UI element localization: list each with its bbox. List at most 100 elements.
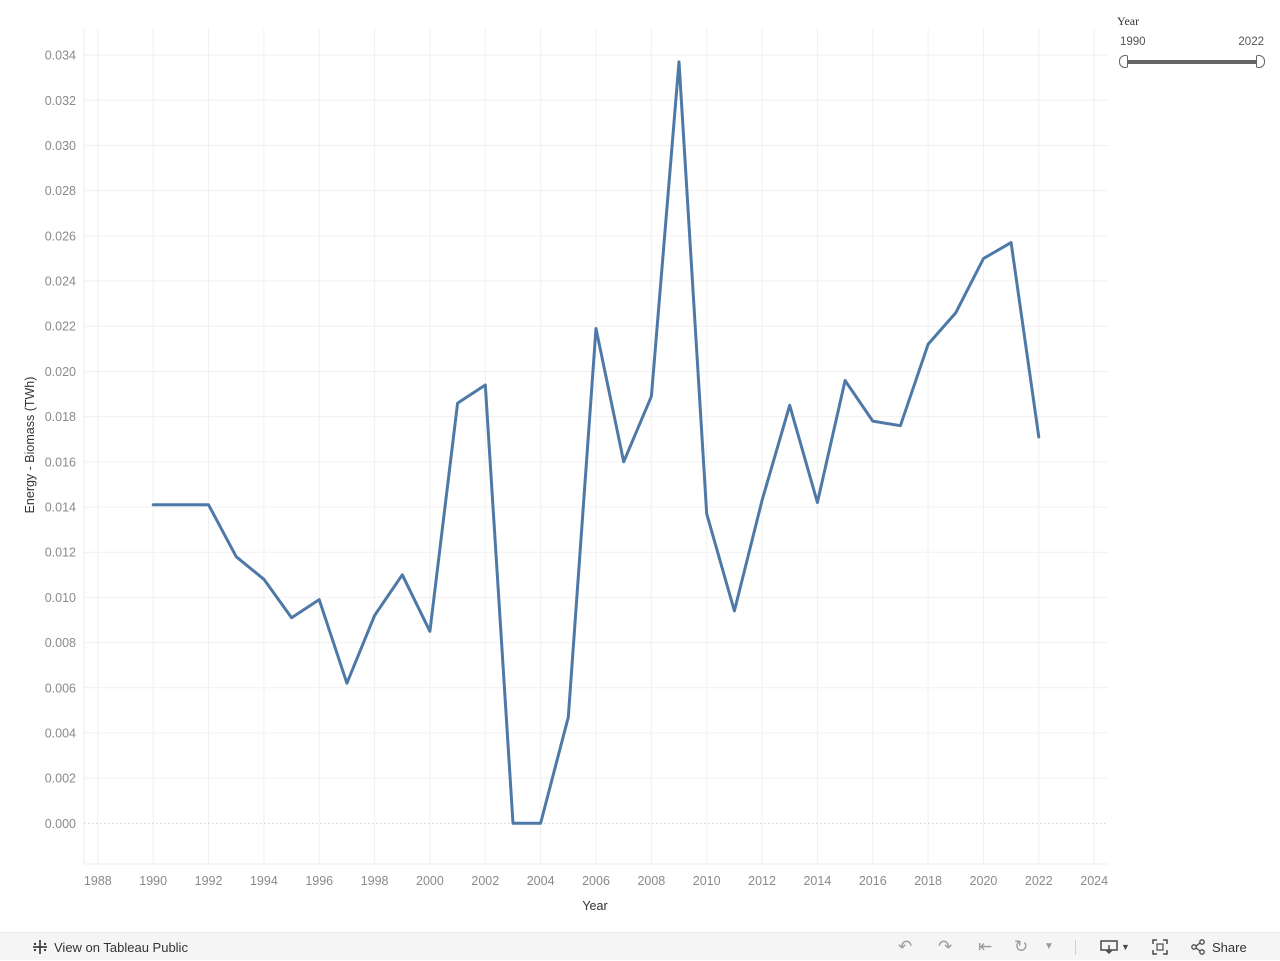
data-point[interactable]: [177, 501, 185, 509]
data-point[interactable]: [952, 309, 960, 317]
gridlines: [83, 28, 1108, 865]
redo-icon: ↷: [938, 937, 953, 956]
data-point[interactable]: [813, 498, 821, 506]
data-point[interactable]: [620, 458, 628, 466]
data-point[interactable]: [647, 392, 655, 400]
pause-menu-button[interactable]: ▼: [1044, 933, 1054, 961]
data-point[interactable]: [509, 819, 517, 827]
share-label: Share: [1212, 939, 1247, 955]
data-point[interactable]: [315, 596, 323, 604]
share-icon: [1191, 939, 1205, 955]
x-tick-label: 2002: [471, 874, 499, 888]
x-tick-label: 2012: [748, 874, 776, 888]
y-tick-label: 0.026: [45, 229, 76, 243]
x-tick-label: 1998: [361, 874, 389, 888]
download-icon: [1100, 940, 1118, 955]
data-point[interactable]: [426, 627, 434, 635]
filter-min-value: 1990: [1120, 36, 1146, 48]
range-slider-max-handle[interactable]: [1256, 55, 1265, 68]
data-point[interactable]: [288, 614, 296, 622]
y-tick-label: 0.014: [45, 501, 76, 515]
x-tick-label: 1994: [250, 874, 278, 888]
y-tick-label: 0.034: [45, 49, 76, 63]
refresh-button[interactable]: ↻: [1014, 933, 1028, 961]
y-tick-label: 0.024: [45, 275, 76, 289]
x-tick-label: 2008: [637, 874, 665, 888]
data-point[interactable]: [343, 679, 351, 687]
share-button[interactable]: Share: [1190, 933, 1247, 961]
x-tick-label: 2024: [1080, 874, 1108, 888]
data-point[interactable]: [675, 58, 683, 66]
x-tick-label: 2016: [859, 874, 887, 888]
data-point[interactable]: [260, 575, 268, 583]
y-tick-label: 0.004: [45, 726, 76, 740]
data-point[interactable]: [205, 501, 213, 509]
data-point[interactable]: [730, 607, 738, 615]
data-point[interactable]: [592, 325, 600, 333]
x-axis-title: Year: [582, 899, 607, 913]
data-point[interactable]: [979, 254, 987, 262]
revert-button[interactable]: ⇤: [978, 933, 992, 961]
x-tick-label: 1990: [139, 874, 167, 888]
tableau-logo-icon: [33, 940, 47, 954]
data-point[interactable]: [869, 417, 877, 425]
y-tick-label: 0.016: [45, 455, 76, 469]
data-point[interactable]: [896, 422, 904, 430]
chevron-down-icon: ▼: [1121, 942, 1130, 952]
data-point[interactable]: [786, 401, 794, 409]
x-tick-label: 2010: [693, 874, 721, 888]
x-tick-label: 2004: [527, 874, 555, 888]
range-slider-track[interactable]: [1124, 60, 1258, 64]
y-tick-label: 0.020: [45, 365, 76, 379]
y-axis-ticks: 0.000 0.002 0.004 0.006 0.008 0.010 0.012 0.014…: [45, 49, 76, 831]
series-line-energy-biomass[interactable]: [151, 60, 1041, 825]
y-tick-label: 0.000: [45, 817, 76, 831]
y-tick-label: 0.028: [45, 184, 76, 198]
line-chart: 0.000 0.002 0.004 0.006 0.008 0.010 0.012 0.014…: [23, 28, 1108, 913]
x-tick-label: 1996: [305, 874, 333, 888]
y-tick-label: 0.006: [45, 681, 76, 695]
data-point[interactable]: [841, 376, 849, 384]
data-point[interactable]: [232, 553, 240, 561]
y-tick-label: 0.010: [45, 591, 76, 605]
download-button[interactable]: ▼: [1100, 933, 1130, 961]
data-point[interactable]: [481, 381, 489, 389]
data-point[interactable]: [924, 340, 932, 348]
view-on-tableau-public-label: View on Tableau Public: [54, 939, 188, 955]
data-point[interactable]: [758, 496, 766, 504]
data-point[interactable]: [1035, 433, 1043, 441]
data-point[interactable]: [564, 713, 572, 721]
y-tick-label: 0.012: [45, 546, 76, 560]
y-tick-label: 0.022: [45, 320, 76, 334]
bottom-toolbar: View on Tableau Public ↶ ↷ ⇤ ↻ ▼ ▼: [0, 932, 1280, 960]
x-tick-label: 2006: [582, 874, 610, 888]
redo-button[interactable]: ↷: [938, 933, 952, 961]
data-point[interactable]: [149, 501, 157, 509]
y-tick-label: 0.018: [45, 410, 76, 424]
y-tick-label: 0.002: [45, 772, 76, 786]
refresh-icon: ↻: [1014, 937, 1029, 956]
range-slider-min-handle[interactable]: [1119, 55, 1128, 68]
toolbar-divider: [1075, 940, 1076, 955]
x-tick-label: 1988: [84, 874, 112, 888]
data-point[interactable]: [398, 571, 406, 579]
view-on-tableau-public-link[interactable]: View on Tableau Public: [32, 933, 188, 961]
y-tick-label: 0.030: [45, 139, 76, 153]
x-tick-label: 2022: [1025, 874, 1053, 888]
fullscreen-icon: [1152, 939, 1168, 955]
data-point[interactable]: [537, 819, 545, 827]
x-tick-label: 2020: [970, 874, 998, 888]
undo-icon: ↶: [898, 937, 913, 956]
year-range-filter[interactable]: Year 1990 2022: [1116, 12, 1268, 76]
y-tick-label: 0.008: [45, 636, 76, 650]
filter-title: Year: [1117, 14, 1140, 28]
data-point[interactable]: [371, 611, 379, 619]
data-point[interactable]: [454, 399, 462, 407]
x-tick-label: 1992: [195, 874, 223, 888]
x-axis-ticks: 1988 1990 1992 1994 1996 1998 2000 2002 2004 2006…: [84, 874, 1108, 888]
undo-button[interactable]: ↶: [898, 933, 912, 961]
data-point[interactable]: [703, 510, 711, 518]
fullscreen-button[interactable]: [1152, 933, 1168, 961]
data-point[interactable]: [1007, 239, 1015, 247]
y-tick-label: 0.032: [45, 94, 76, 108]
